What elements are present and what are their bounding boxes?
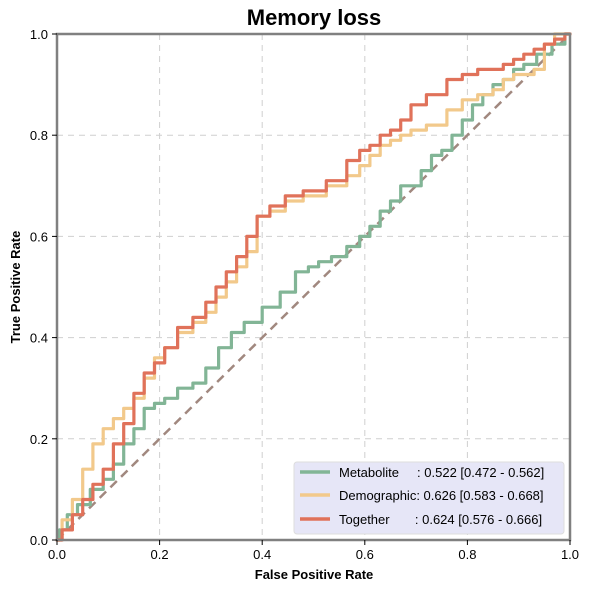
y-tick-label: 0.6 [30, 229, 48, 244]
x-ticks: 0.0 0.2 0.4 0.6 0.8 1.0 [48, 540, 579, 562]
series-layer [55, 32, 572, 542]
chance-diagonal [56, 33, 571, 541]
chart-title: Memory loss [247, 5, 382, 30]
legend-label-metabolite: Metabolite : 0.522 [0.472 - 0.562] [339, 465, 544, 480]
y-tick-label: 0.4 [30, 331, 48, 346]
legend-box [293, 461, 565, 535]
x-axis-label: False Positive Rate [255, 567, 374, 582]
series-line-together [55, 32, 572, 542]
diagonal-line [56, 33, 571, 541]
y-axis-label: True Positive Rate [8, 231, 23, 344]
y-tick-label: 0.8 [30, 128, 48, 143]
x-tick-label: 0.6 [356, 547, 374, 562]
legend-label-demographic: Demographic: 0.626 [0.583 - 0.668] [339, 488, 544, 503]
x-tick-label: 0.8 [458, 547, 476, 562]
plot-frame [55, 32, 572, 542]
grid [57, 34, 570, 540]
y-tick-label: 1.0 [30, 27, 48, 42]
x-tick-label: 1.0 [561, 547, 579, 562]
legend: Metabolite : 0.522 [0.472 - 0.562] Demog… [293, 461, 565, 535]
y-ticks: 0.0 0.2 0.4 0.6 0.8 1.0 [30, 27, 57, 548]
x-tick-label: 0.2 [151, 547, 169, 562]
x-tick-label: 0.4 [253, 547, 271, 562]
legend-label-together: Together : 0.624 [0.576 - 0.666] [339, 512, 542, 527]
y-tick-label: 0.2 [30, 432, 48, 447]
x-tick-label: 0.0 [48, 547, 66, 562]
y-tick-label: 0.0 [30, 533, 48, 548]
